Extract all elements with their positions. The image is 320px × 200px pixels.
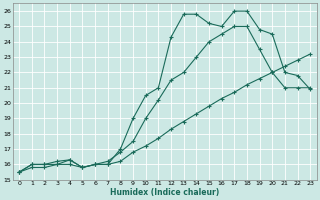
X-axis label: Humidex (Indice chaleur): Humidex (Indice chaleur) [110,188,219,197]
